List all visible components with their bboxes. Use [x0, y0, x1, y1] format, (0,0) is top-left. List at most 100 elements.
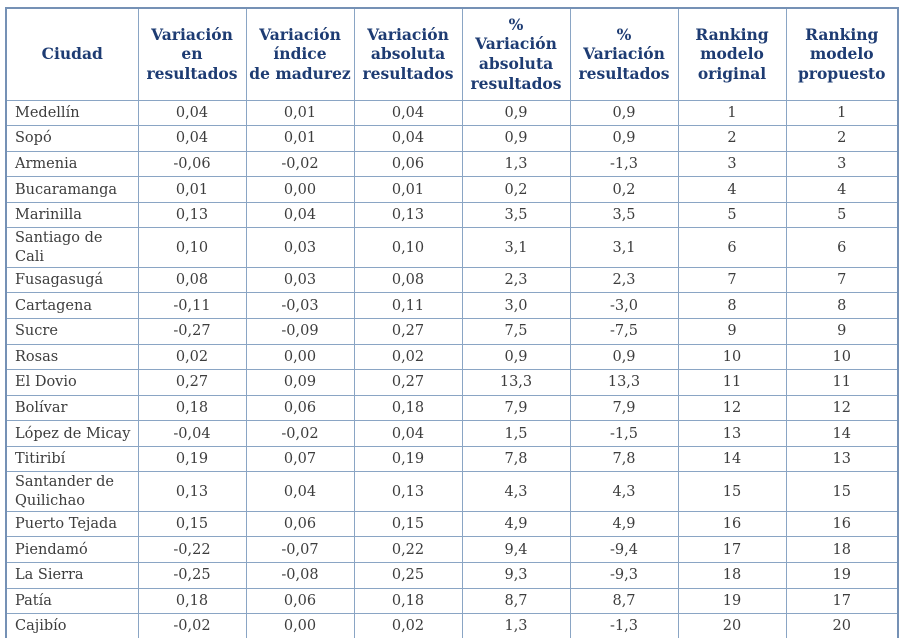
cell-value: 3,1	[461, 227, 571, 268]
cell-value: 0,09	[245, 369, 355, 396]
cell-value: 1,3	[461, 613, 571, 638]
cell-value: 0,19	[137, 445, 247, 473]
table-row: Cartagena -0,11 -0,03 0,11 3,0 -3,0 8 8	[5, 292, 899, 319]
cell-ciudad: Cartagena	[5, 292, 139, 319]
col-header-ciudad: Ciudad	[5, 7, 139, 101]
cell-value: 4,9	[461, 510, 571, 538]
cell-value: 0,27	[353, 369, 463, 396]
cell-value: 0,01	[137, 176, 247, 203]
cell-ciudad: Santander de Quilichao	[5, 471, 139, 512]
cell-value: 4	[677, 176, 787, 203]
cell-value: 1	[785, 99, 899, 127]
cell-ciudad: Patía	[5, 587, 139, 615]
cell-value: 0,10	[353, 227, 463, 268]
cell-value: 0,9	[461, 99, 571, 127]
cell-value: 0,03	[245, 266, 355, 294]
cell-value: -0,09	[245, 317, 355, 345]
cell-value: 3,5	[569, 201, 679, 229]
cell-value: 0,18	[353, 587, 463, 615]
cell-value: 0,01	[353, 176, 463, 203]
cell-value: -0,04	[137, 420, 247, 447]
table-row: Sopó 0,04 0,01 0,04 0,9 0,9 2 2	[5, 125, 899, 152]
cell-value: 0,00	[245, 343, 355, 371]
cell-value: 11	[677, 369, 787, 396]
cell-value: 0,18	[137, 394, 247, 422]
cell-value: 6	[785, 227, 899, 268]
city-ranking-table: Ciudad Variación en resultados Variación…	[5, 7, 899, 638]
cell-value: 0,03	[245, 227, 355, 268]
cell-value: 2	[677, 125, 787, 152]
cell-ciudad: López de Micay	[5, 420, 139, 447]
cell-value: 9	[677, 317, 787, 345]
cell-value: 4,9	[569, 510, 679, 538]
table-row: Piendamó -0,22 -0,07 0,22 9,4 -9,4 17 18	[5, 536, 899, 563]
cell-value: 4,3	[461, 471, 571, 512]
cell-value: 0,06	[245, 587, 355, 615]
cell-value: -0,27	[137, 317, 247, 345]
cell-value: 16	[677, 510, 787, 538]
col-header-variacion-indice-madurez: Variación índice de madurez	[245, 7, 355, 101]
cell-ciudad: Sucre	[5, 317, 139, 345]
table-row: Puerto Tejada 0,15 0,06 0,15 4,9 4,9 16 16	[5, 510, 899, 538]
cell-value: 12	[677, 394, 787, 422]
cell-value: -0,08	[245, 561, 355, 589]
col-header-ranking-modelo-original: Ranking modelo original	[677, 7, 787, 101]
table-row: Bolívar 0,18 0,06 0,18 7,9 7,9 12 12	[5, 394, 899, 422]
cell-value: 7,9	[569, 394, 679, 422]
cell-value: 0,13	[137, 471, 247, 512]
cell-value: 7	[677, 266, 787, 294]
cell-value: 0,13	[353, 201, 463, 229]
cell-value: 2	[785, 125, 899, 152]
cell-value: 0,2	[569, 176, 679, 203]
cell-value: 4,3	[569, 471, 679, 512]
cell-ciudad: La Sierra	[5, 561, 139, 589]
cell-value: 14	[677, 445, 787, 473]
cell-value: 0,11	[353, 292, 463, 319]
cell-value: 13	[677, 420, 787, 447]
table-row: López de Micay -0,04 -0,02 0,04 1,5 -1,5 13 14	[5, 420, 899, 447]
cell-value: 9,3	[461, 561, 571, 589]
cell-value: 0,10	[137, 227, 247, 268]
col-header-ranking-modelo-propuesto: Ranking modelo propuesto	[785, 7, 899, 101]
cell-value: 6	[677, 227, 787, 268]
cell-value: 0,15	[137, 510, 247, 538]
cell-value: 18	[677, 561, 787, 589]
cell-ciudad: Armenia	[5, 150, 139, 178]
cell-ciudad: Fusagasugá	[5, 266, 139, 294]
cell-value: 0,00	[245, 176, 355, 203]
cell-value: 0,02	[137, 343, 247, 371]
table-row: Patía 0,18 0,06 0,18 8,7 8,7 19 17	[5, 587, 899, 615]
cell-value: 0,07	[245, 445, 355, 473]
cell-value: 0,04	[137, 125, 247, 152]
cell-ciudad: Sopó	[5, 125, 139, 152]
cell-value: 19	[677, 587, 787, 615]
cell-value: 1	[677, 99, 787, 127]
cell-value: -0,03	[245, 292, 355, 319]
cell-value: 0,25	[353, 561, 463, 589]
cell-value: 13,3	[461, 369, 571, 396]
cell-value: 0,18	[137, 587, 247, 615]
cell-value: 0,9	[461, 125, 571, 152]
cell-value: 0,27	[353, 317, 463, 345]
cell-value: -0,25	[137, 561, 247, 589]
cell-value: 3,0	[461, 292, 571, 319]
cell-value: 0,08	[137, 266, 247, 294]
cell-value: 8	[785, 292, 899, 319]
table-row: Marinilla 0,13 0,04 0,13 3,5 3,5 5 5	[5, 201, 899, 229]
cell-value: 7,5	[461, 317, 571, 345]
cell-value: 0,01	[245, 125, 355, 152]
table-row: Santander de Quilichao 0,13 0,04 0,13 4,3 4,3…	[5, 471, 899, 512]
cell-value: 1,3	[461, 150, 571, 178]
cell-ciudad: Santiago de Cali	[5, 227, 139, 268]
cell-value: -0,06	[137, 150, 247, 178]
cell-value: 19	[785, 561, 899, 589]
cell-value: 0,04	[353, 125, 463, 152]
cell-value: 3,1	[569, 227, 679, 268]
cell-value: 0,13	[137, 201, 247, 229]
cell-ciudad: Puerto Tejada	[5, 510, 139, 538]
cell-value: 15	[677, 471, 787, 512]
table-row: La Sierra -0,25 -0,08 0,25 9,3 -9,3 18 19	[5, 561, 899, 589]
cell-value: 0,06	[245, 394, 355, 422]
table-row: Fusagasugá 0,08 0,03 0,08 2,3 2,3 7 7	[5, 266, 899, 294]
header-row: Ciudad Variación en resultados Variación…	[5, 7, 899, 101]
